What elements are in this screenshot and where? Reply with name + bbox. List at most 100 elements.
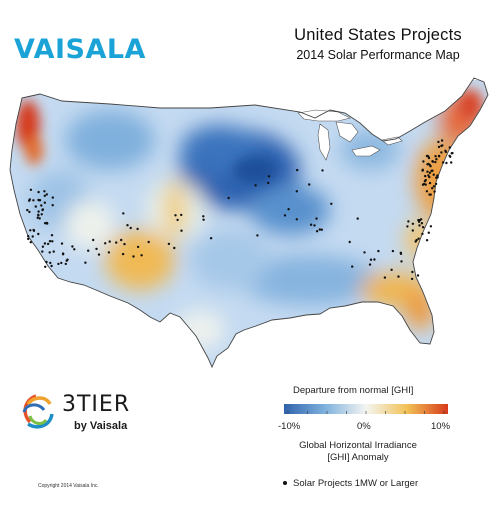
project-dot [126, 224, 129, 227]
project-dot [37, 232, 40, 236]
project-dot [437, 154, 441, 158]
project-dot [97, 253, 101, 256]
project-dot [28, 210, 31, 214]
project-dot [71, 245, 74, 248]
project-dot [57, 262, 60, 266]
project-dot [391, 249, 395, 253]
project-dot [417, 237, 420, 240]
project-dot [123, 242, 126, 246]
project-dot [64, 262, 68, 266]
project-dot [46, 242, 50, 246]
3tier-tagline: by Vaisala [74, 420, 128, 432]
solar-project-dots [26, 139, 454, 281]
project-dot [428, 175, 431, 179]
project-dot [321, 169, 324, 172]
project-dot [40, 213, 43, 216]
project-dot [202, 215, 205, 218]
project-dot [283, 214, 287, 217]
project-dot [431, 160, 434, 163]
project-dot [45, 193, 48, 196]
project-dot [48, 251, 51, 254]
project-dot [34, 205, 37, 208]
project-dot [428, 193, 431, 196]
project-dot [45, 260, 48, 264]
anomaly-colorbar [284, 404, 448, 414]
project-dot [422, 182, 426, 186]
project-dot [29, 241, 32, 244]
project-dot [38, 199, 41, 202]
project-dot [400, 260, 403, 263]
project-dot [51, 240, 54, 243]
project-dot [26, 208, 29, 212]
project-dot [202, 218, 205, 221]
copyright: Copyright 2014 Vaisala Inc. [38, 483, 99, 489]
project-dot [434, 182, 438, 186]
project-dot [407, 220, 410, 223]
project-dot [369, 258, 373, 261]
project-dot [51, 204, 54, 207]
project-dot [431, 187, 434, 190]
legend-description: Global Horizontal Irradiance [GHI] Anoma… [283, 440, 433, 464]
project-dot [428, 181, 432, 185]
project-dot [425, 239, 429, 242]
project-dot [43, 194, 46, 197]
project-dot [377, 249, 380, 253]
project-dot [108, 240, 111, 243]
project-dot [173, 246, 176, 250]
project-dot [28, 198, 31, 201]
project-dot [29, 188, 33, 191]
vaisala-logo: VAISALA [14, 34, 146, 65]
great-lakes [297, 109, 403, 161]
project-dot [418, 219, 421, 222]
project-dot [433, 190, 436, 193]
legend-desc-line-1: Global Horizontal Irradiance [299, 440, 417, 451]
project-dot [429, 165, 432, 168]
title-line-1: United States Projects [294, 26, 462, 44]
project-dot [421, 169, 424, 172]
project-dot [95, 247, 98, 251]
project-dot [29, 229, 32, 232]
project-dot [60, 242, 64, 245]
solar-projects-legend: Solar Projects 1MW or Larger [283, 478, 418, 489]
project-dot [43, 222, 47, 225]
project-dot [256, 234, 259, 237]
project-dot [444, 149, 447, 152]
project-dot [50, 234, 54, 237]
project-dot [420, 222, 424, 225]
project-dot [309, 223, 313, 226]
project-dot [411, 270, 414, 274]
project-dot [416, 274, 420, 277]
project-dot [422, 160, 425, 163]
project-dot [427, 231, 430, 234]
project-dot [427, 155, 430, 158]
project-dot [107, 251, 111, 254]
project-dot [356, 217, 359, 220]
project-dot [32, 199, 35, 202]
project-dot [318, 228, 321, 231]
project-dot [27, 235, 30, 238]
project-dot [426, 163, 429, 166]
project-dot [180, 229, 183, 232]
project-dot [52, 250, 55, 253]
3tier-swirl-icon [22, 394, 54, 429]
project-dot [383, 276, 387, 279]
project-dot [36, 216, 39, 219]
project-dot [129, 226, 132, 230]
project-dot [406, 225, 409, 228]
project-dot [425, 190, 429, 193]
project-dot [27, 237, 30, 241]
project-dot [421, 226, 425, 229]
project-dot [424, 178, 427, 182]
project-dot [41, 250, 44, 253]
project-dot [50, 264, 53, 268]
project-dot [115, 241, 118, 244]
project-dot [31, 235, 34, 238]
project-dot-icon [283, 481, 287, 486]
project-dot [43, 201, 46, 204]
project-dot [41, 208, 45, 211]
tick-minus-10: -10% [278, 421, 301, 432]
project-dot [418, 224, 421, 227]
project-dot [414, 240, 417, 243]
project-dot [43, 190, 46, 193]
